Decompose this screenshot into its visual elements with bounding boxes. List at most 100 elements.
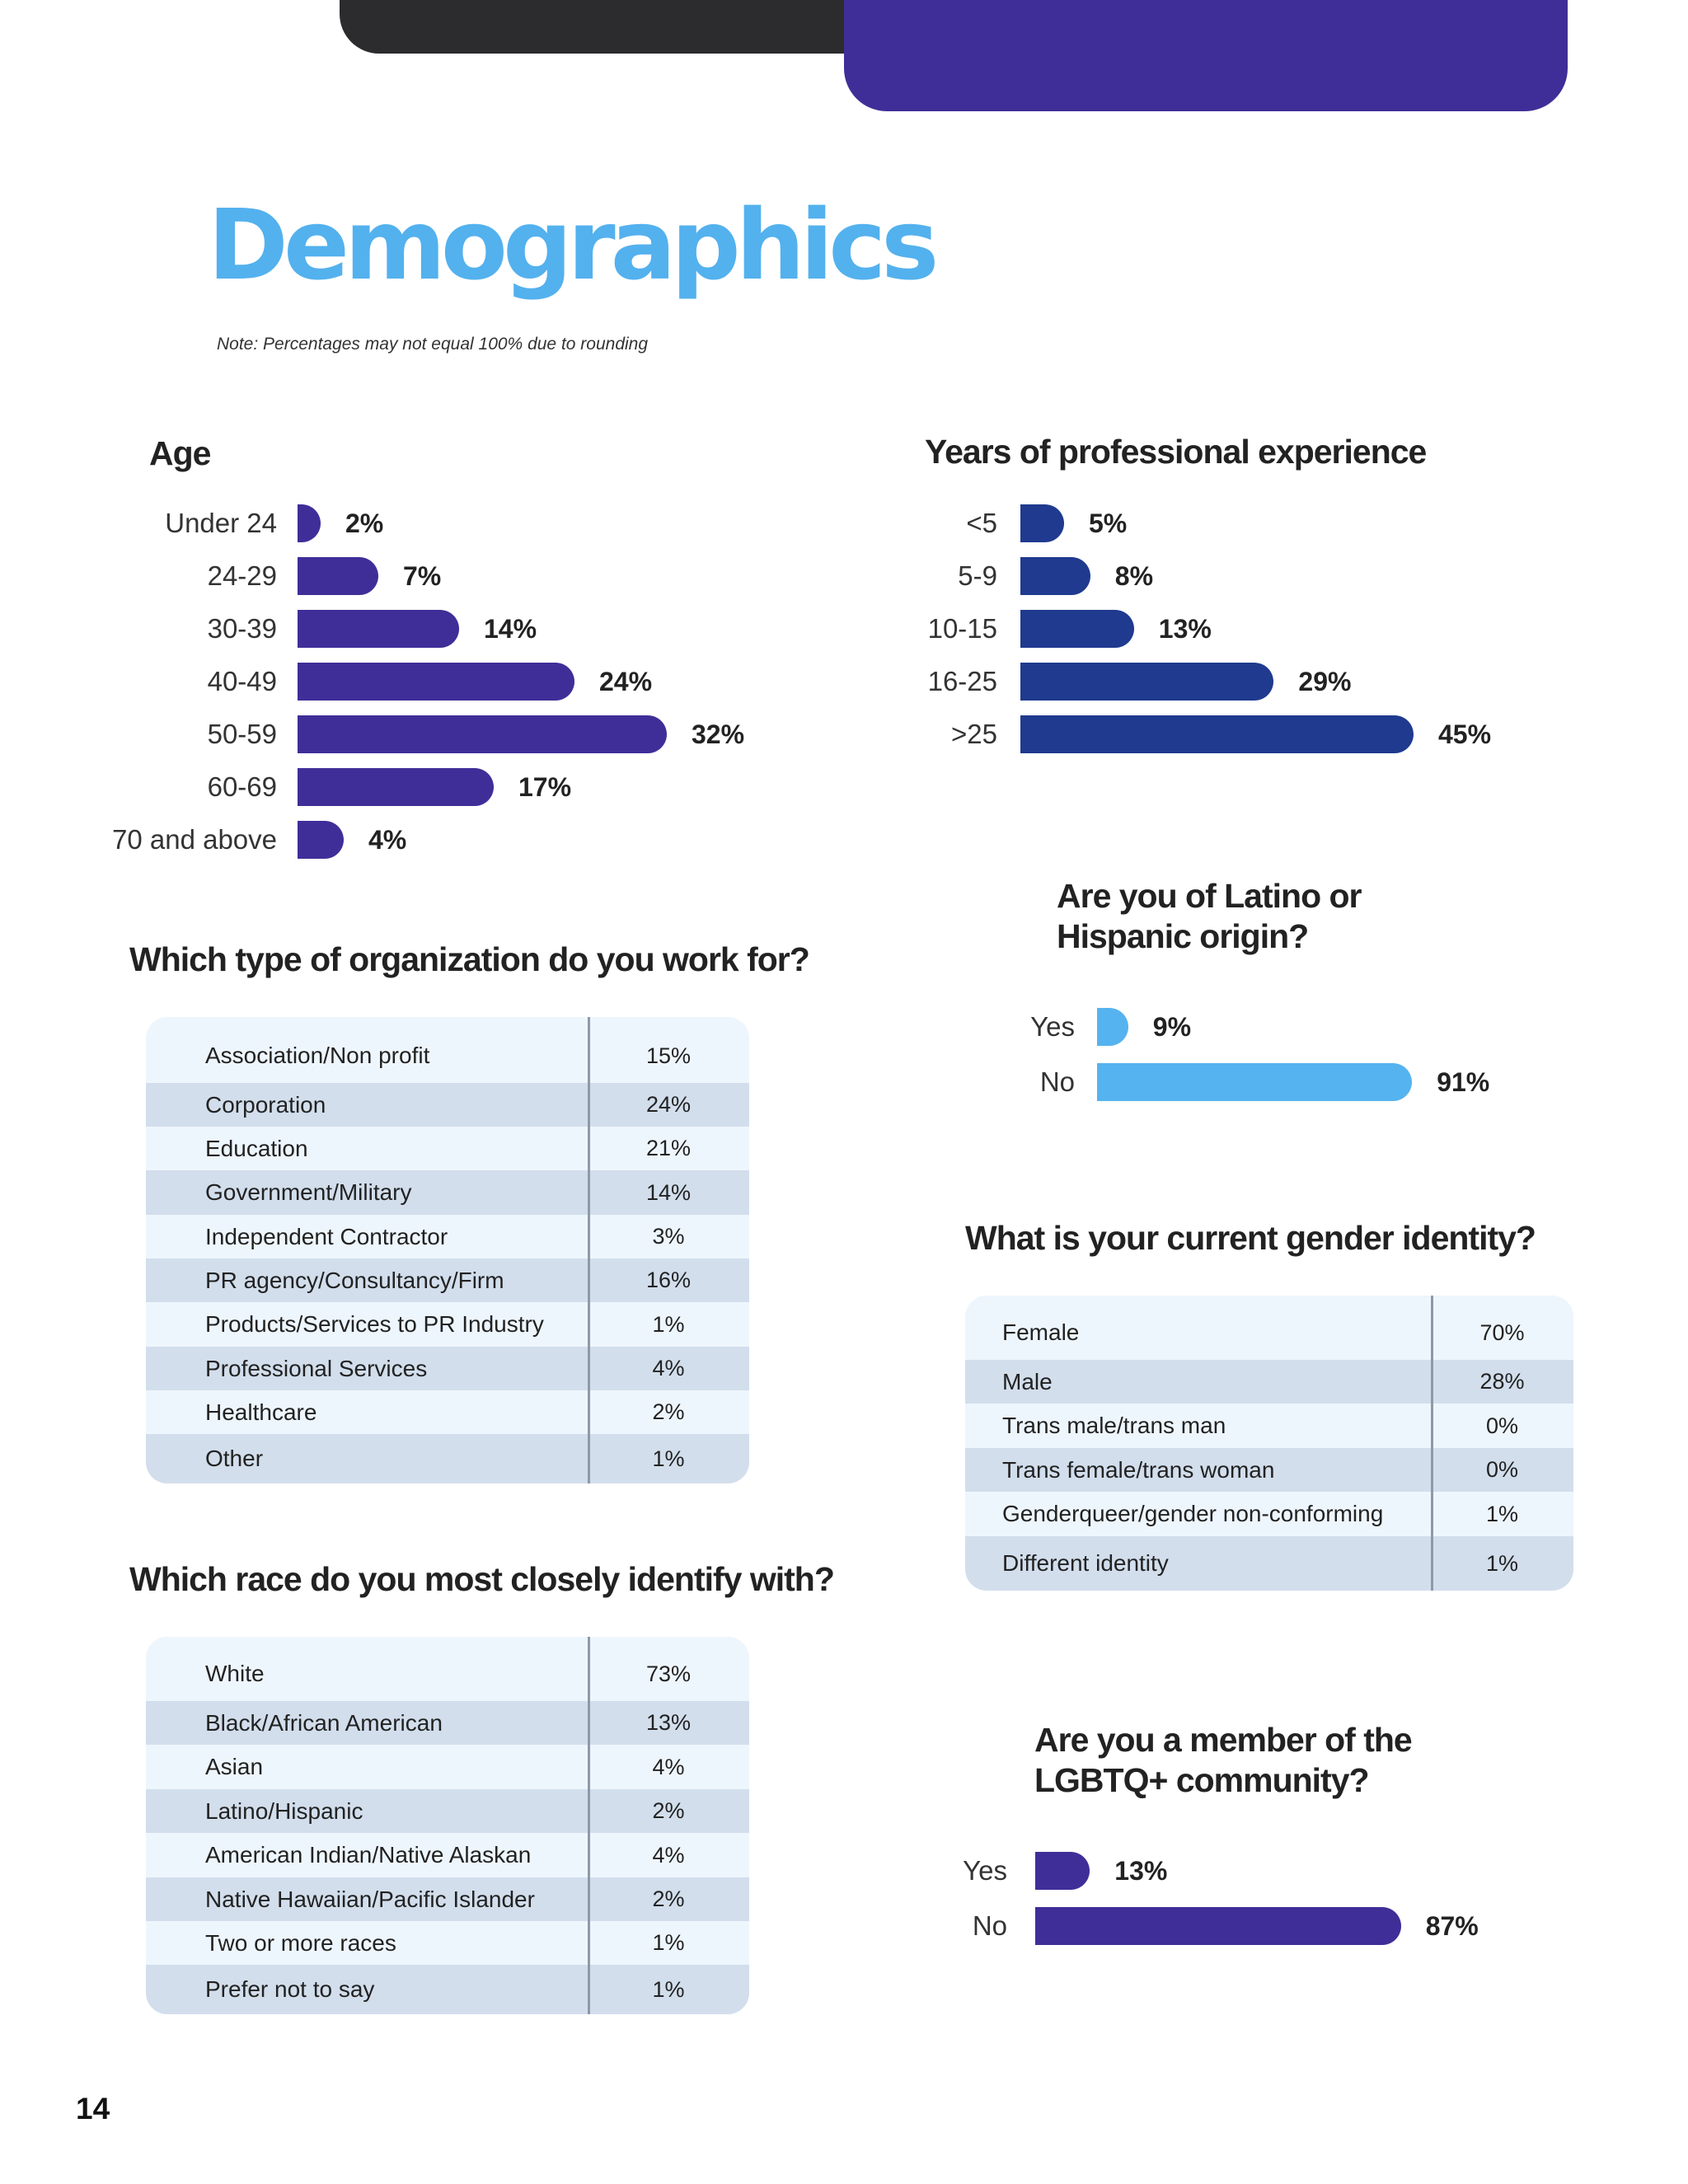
organization-table-row: Products/Services to PR Industry 1% xyxy=(146,1302,749,1347)
age-bar-value: 7% xyxy=(403,561,442,591)
organization-row-label: Professional Services xyxy=(205,1356,428,1381)
gender-table-row: Different identity 1% xyxy=(965,1536,1573,1591)
race-row-label: Black/African American xyxy=(205,1710,443,1736)
race-row-value: 2% xyxy=(652,1798,685,1823)
age-bar-label: 60-69 xyxy=(207,771,277,802)
organization-row-value: 15% xyxy=(645,1043,692,1068)
header-dark-band xyxy=(340,0,867,54)
race-table: White 73% Black/African American 13% Asian 4%… xyxy=(146,1637,749,2014)
organization-table-row: Other 1% xyxy=(146,1434,749,1483)
organization-column-divider xyxy=(588,1017,590,1483)
page-number: 14 xyxy=(76,2092,110,2125)
age-bar-value: 14% xyxy=(484,614,537,644)
latino-title-line-2: Hispanic origin? xyxy=(1057,917,1309,955)
age-bar-row: 60-69 17% xyxy=(0,768,1688,806)
age-bar-value: 24% xyxy=(599,667,653,696)
organization-table-row: Association/Non profit 15% xyxy=(146,1017,749,1083)
age-bar-row: 30-39 14% xyxy=(0,610,1688,648)
race-row-label: Latino/Hispanic xyxy=(205,1798,363,1824)
experience-bar-label: 16-25 xyxy=(927,666,997,696)
race-table-row: Latino/Hispanic 2% xyxy=(146,1789,749,1833)
experience-bar xyxy=(1020,610,1134,648)
latino-title: Are you of Latino or Hispanic origin? xyxy=(1057,876,1362,957)
organization-row-value: 24% xyxy=(645,1092,692,1117)
organization-table-row: Professional Services 4% xyxy=(146,1347,749,1390)
organization-table-row: Government/Military 14% xyxy=(146,1170,749,1215)
experience-bar xyxy=(1020,504,1064,542)
organization-table-row: Education 21% xyxy=(146,1127,749,1170)
age-bar xyxy=(298,768,494,806)
organization-row-label: PR agency/Consultancy/Firm xyxy=(205,1268,504,1293)
race-column-divider xyxy=(588,1637,590,2014)
race-table-row: Native Hawaiian/Pacific Islander 2% xyxy=(146,1877,749,1921)
gender-row-label: Trans female/trans woman xyxy=(1002,1457,1275,1483)
race-table-row: Prefer not to say 1% xyxy=(146,1965,749,2014)
header-purple-band xyxy=(844,0,1568,111)
lgbtq-bar-row: Yes 13% xyxy=(0,1852,1688,1890)
latino-bar xyxy=(1097,1063,1413,1101)
organization-table-row: Corporation 24% xyxy=(146,1083,749,1127)
gender-row-value: 70% xyxy=(1479,1320,1525,1345)
latino-title-line-1: Are you of Latino or xyxy=(1057,877,1362,915)
organization-row-label: Association/Non profit xyxy=(205,1043,430,1068)
experience-bar-label: 5-9 xyxy=(958,560,997,591)
organization-row-value: 16% xyxy=(645,1268,692,1292)
gender-table-row: Male 28% xyxy=(965,1360,1573,1404)
age-bar-row: 24-29 7% xyxy=(0,557,1688,595)
experience-bar-value: 8% xyxy=(1114,561,1154,591)
gender-table-row: Genderqueer/gender non-conforming 1% xyxy=(965,1492,1573,1536)
organization-table-row: PR agency/Consultancy/Firm 16% xyxy=(146,1258,749,1302)
latino-bar-row: Yes 9% xyxy=(0,1008,1688,1046)
latino-bar-value: 9% xyxy=(1152,1012,1192,1042)
organization-row-label: Education xyxy=(205,1136,308,1161)
experience-bar-value: 13% xyxy=(1158,614,1212,644)
organization-table-row: Independent Contractor 3% xyxy=(146,1215,749,1258)
latino-bar-row: No 91% xyxy=(0,1063,1688,1101)
race-row-value: 1% xyxy=(652,1977,685,2002)
organization-row-value: 14% xyxy=(645,1180,692,1205)
lgbtq-bar xyxy=(1035,1852,1090,1890)
experience-bar-label: <5 xyxy=(966,508,997,538)
experience-bar-value: 45% xyxy=(1438,719,1492,749)
age-bar-label: 50-59 xyxy=(207,719,277,749)
age-bar-row: Under 24 2% xyxy=(0,504,1688,542)
race-row-value: 2% xyxy=(652,1886,685,1911)
organization-row-value: 21% xyxy=(645,1136,692,1160)
lgbtq-title-line-1: Are you a member of the xyxy=(1034,1721,1413,1759)
experience-bar-value: 29% xyxy=(1298,667,1352,696)
experience-bar xyxy=(1020,557,1090,595)
age-bar-label: 70 and above xyxy=(111,824,277,855)
lgbtq-bar-value: 13% xyxy=(1114,1856,1168,1886)
race-row-label: Asian xyxy=(205,1754,264,1779)
gender-row-value: 1% xyxy=(1485,1551,1519,1576)
organization-row-label: Independent Contractor xyxy=(205,1224,448,1249)
age-title: Age xyxy=(149,434,211,472)
age-bar xyxy=(298,821,344,859)
organization-row-label: Other xyxy=(205,1446,264,1471)
gender-table: Female 70% Male 28% Trans male/trans man 0% Tr… xyxy=(965,1296,1573,1591)
age-bar-value: 32% xyxy=(692,719,745,749)
age-bar-value: 17% xyxy=(518,772,572,802)
race-row-value: 1% xyxy=(652,1930,685,1955)
latino-bar xyxy=(1097,1008,1128,1046)
lgbtq-bar xyxy=(1035,1907,1401,1945)
organization-row-label: Healthcare xyxy=(205,1399,317,1425)
experience-bar-row: <5 5% xyxy=(0,504,1688,542)
gender-row-label: Different identity xyxy=(1002,1550,1169,1576)
age-bar-row: 50-59 32% xyxy=(0,715,1688,753)
page-title: Demographics xyxy=(208,188,939,302)
gender-row-label: Genderqueer/gender non-conforming xyxy=(1002,1501,1384,1526)
race-table-row: White 73% xyxy=(146,1637,749,1701)
organization-row-label: Products/Services to PR Industry xyxy=(205,1311,544,1337)
gender-column-divider xyxy=(1431,1296,1433,1591)
gender-table-row: Trans male/trans man 0% xyxy=(965,1404,1573,1448)
age-bar-row: 40-49 24% xyxy=(0,663,1688,701)
latino-bar-value: 91% xyxy=(1437,1067,1490,1097)
lgbtq-bar-row: No 87% xyxy=(0,1907,1688,1945)
race-row-label: White xyxy=(205,1661,265,1686)
gender-row-label: Trans male/trans man xyxy=(1002,1413,1226,1438)
race-row-value: 4% xyxy=(652,1755,685,1779)
organization-row-label: Corporation xyxy=(205,1092,326,1118)
gender-row-label: Male xyxy=(1002,1369,1053,1394)
experience-bar xyxy=(1020,663,1274,701)
